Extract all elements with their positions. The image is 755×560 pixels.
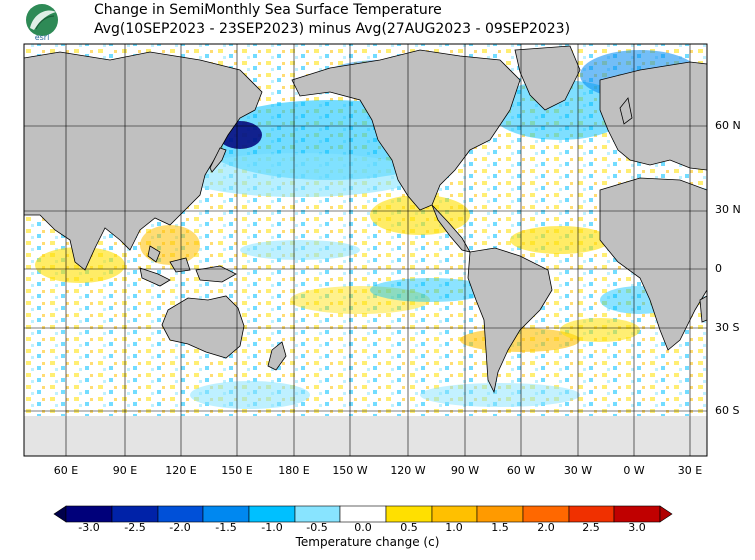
colorbar-swatch-0 [65, 505, 113, 523]
antarctic-ice [24, 416, 707, 456]
colorbar-swatch-2 [157, 505, 204, 523]
colorbar-swatch-7 [385, 505, 433, 523]
lon-label-60e: 60 E [53, 464, 79, 477]
colorbar-swatch-11 [568, 505, 615, 523]
logo-text: esrl [35, 33, 50, 42]
colorbar-tick-label: 3.0 [628, 521, 646, 534]
lon-label-30w: 30 W [563, 464, 593, 477]
chart-title: Change in SemiMonthly Sea Surface Temper… [94, 2, 442, 18]
land-mass [195, 265, 237, 283]
land-mass [514, 45, 581, 111]
sst-change-map [23, 43, 708, 457]
colorbar-arrow-left [53, 505, 67, 523]
land-mass [467, 247, 553, 394]
colorbar-swatch-8 [431, 505, 478, 523]
colorbar-tick-label: 1.0 [445, 521, 463, 534]
lon-label-180e: 180 E [278, 464, 310, 477]
colorbar-tick-label: 1.5 [491, 521, 509, 534]
lat-label-0: 0 [715, 262, 722, 275]
lon-label-60w: 60 W [506, 464, 536, 477]
chart-subtitle: Avg(10SEP2023 - 23SEP2023) minus Avg(27A… [94, 21, 571, 37]
lon-label-120w: 120 W [390, 464, 426, 477]
colorbar-swatch-4 [248, 505, 296, 523]
land-mass [161, 295, 245, 359]
colorbar-swatch-12 [613, 505, 661, 523]
colorbar-swatch-3 [202, 505, 250, 523]
colorbar-tick-label: -0.5 [306, 521, 328, 534]
colorbar-swatch-9 [476, 505, 524, 523]
colorbar-tick-label: 0.5 [400, 521, 418, 534]
lon-label-0w: 0 W [623, 464, 645, 477]
colorbar-tick-label: -1.5 [215, 521, 237, 534]
land-mass [699, 295, 707, 323]
lon-label-150w: 150 W [332, 464, 368, 477]
colorbar-tick-label: -1.0 [261, 521, 283, 534]
land-mass [267, 341, 287, 371]
land-mass [139, 267, 171, 287]
colorbar [53, 505, 673, 523]
lat-label-60n: 60 N [715, 119, 741, 132]
land-mass [431, 204, 471, 253]
lon-label-150e: 150 E [221, 464, 253, 477]
lat-label-60s: 60 S [715, 404, 740, 417]
land-mass [24, 51, 263, 271]
land-mass [619, 97, 633, 125]
land-mass [209, 147, 227, 173]
lon-label-30e: 30 E [677, 464, 703, 477]
colorbar-swatch-5 [294, 505, 341, 523]
land-mass [169, 257, 191, 273]
colorbar-tick-label: -2.0 [169, 521, 191, 534]
land-masses [24, 45, 707, 394]
colorbar-tick-label: 2.5 [582, 521, 600, 534]
lat-label-30s: 30 S [715, 321, 740, 334]
esrl-logo: esrl [26, 4, 58, 42]
colorbar-arrow-right [659, 505, 673, 523]
colorbar-tick-label: 2.0 [537, 521, 555, 534]
colorbar-label: Temperature change (c) [295, 535, 440, 549]
lon-label-90w: 90 W [450, 464, 480, 477]
colorbar-tick-label: -3.0 [78, 521, 100, 534]
colorbar-tick-label: -2.5 [124, 521, 146, 534]
land-mass [147, 245, 161, 263]
colorbar-swatch-10 [522, 505, 570, 523]
lon-label-90e: 90 E [112, 464, 138, 477]
lat-label-30n: 30 N [715, 203, 741, 216]
colorbar-swatch-6 [339, 505, 387, 523]
land-mass [291, 49, 521, 211]
colorbar-swatch-1 [111, 505, 159, 523]
land-mass [599, 177, 707, 351]
lon-label-120e: 120 E [165, 464, 197, 477]
colorbar-tick-label: 0.0 [354, 521, 372, 534]
